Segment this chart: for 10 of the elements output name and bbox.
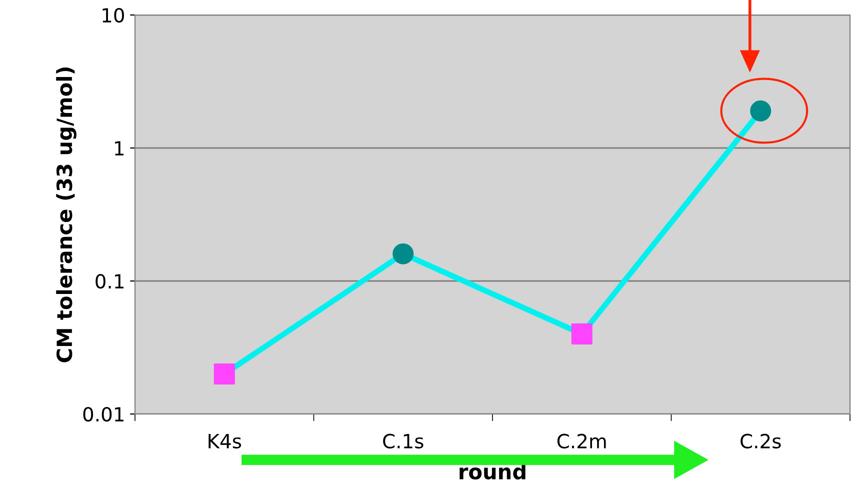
y-tick-label: 0.01 — [83, 406, 124, 422]
x-tick-label: C.2m — [557, 434, 606, 448]
y-tick-label: 10 — [102, 8, 124, 23]
x-axis-title: round — [460, 463, 526, 480]
y-axis-title: CM tolerance (33 ug/mol) — [56, 68, 76, 362]
x-tick-label: C.2s — [740, 434, 781, 448]
y-tick-label: 1 — [115, 141, 124, 156]
y-tick-label: 0.1 — [96, 274, 124, 289]
x-tick-label: C.1s — [383, 434, 424, 448]
x-tick-label: K4s — [208, 434, 242, 448]
